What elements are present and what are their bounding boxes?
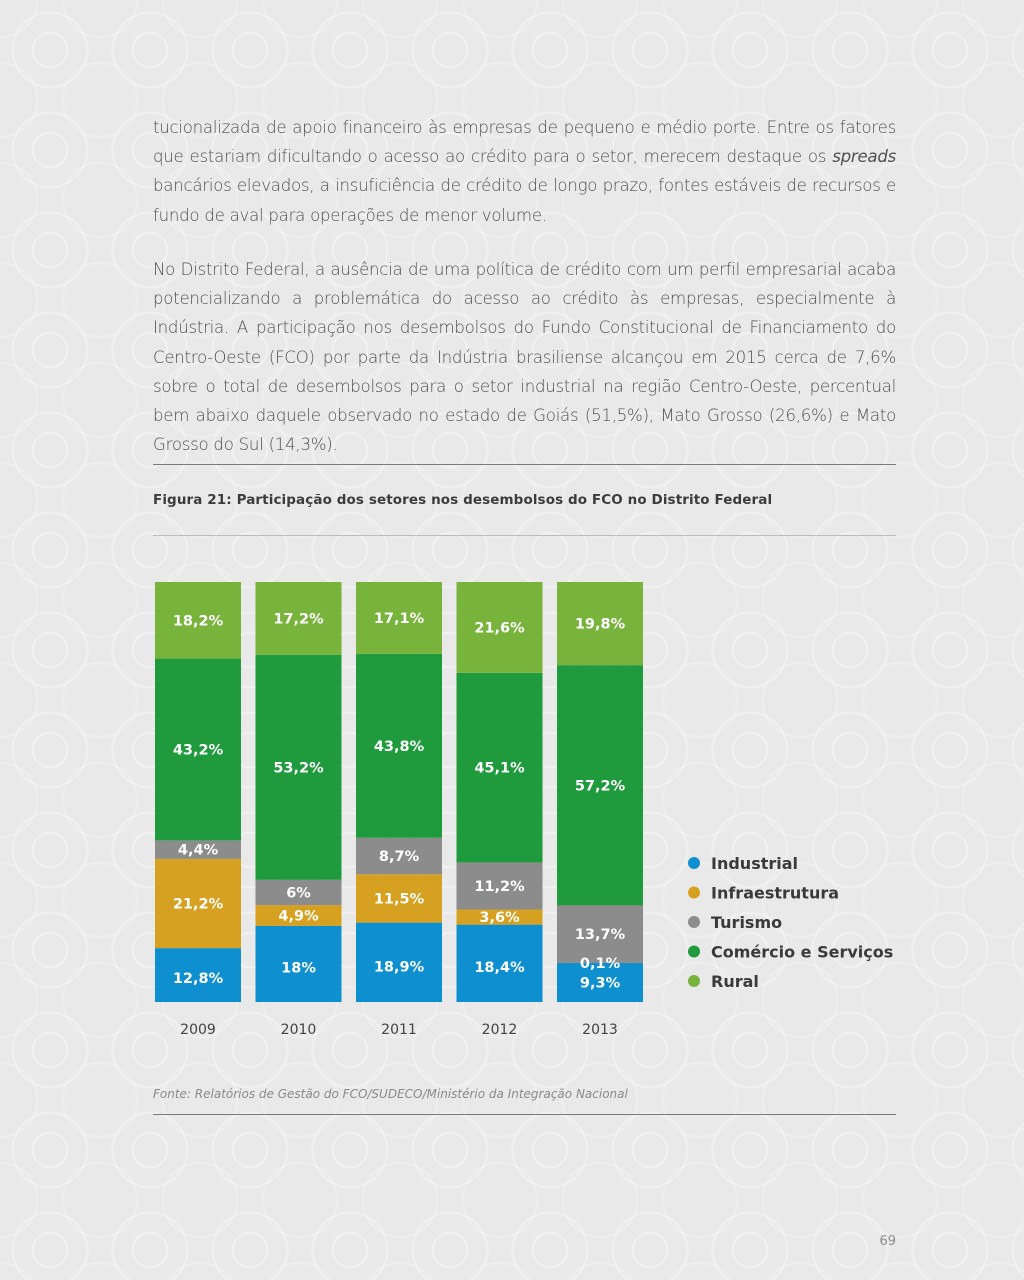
data-label-industrial-2010: 18% xyxy=(281,961,316,977)
x-tick-label-2013: 2013 xyxy=(582,1022,618,1038)
divider-bottom xyxy=(153,1114,896,1115)
bar-turismo-2013 xyxy=(557,905,643,963)
bar-infraestrutura-2012 xyxy=(456,909,543,925)
data-label-turismo-2012: 11,2% xyxy=(474,879,525,895)
paragraph-1-text-b: bancários elevados, a insuficiência de c… xyxy=(153,176,896,225)
data-label-rural-2009: 18,2% xyxy=(173,613,224,629)
data-label-rural-2012: 21,6% xyxy=(474,620,525,636)
bar-turismo-2010 xyxy=(255,879,342,906)
chart-legend: Industrial Infraestrutura Turismo Comércio … xyxy=(688,854,893,991)
bar-turismo-2009 xyxy=(155,840,241,859)
data-label-turismo-2009: 4,4% xyxy=(178,843,219,859)
x-tick-label-2011: 2011 xyxy=(381,1022,417,1038)
legend-label-comercio-e-servicos: Comércio e Serviços xyxy=(711,943,893,962)
legend-label-rural: Rural xyxy=(711,972,759,991)
chart-bars: 12,8% 21,2% 4,4% 43,2% 18,2% 2009 18% 4,9% 6% 53,… xyxy=(155,582,643,1038)
x-tick-label-2009: 2009 xyxy=(180,1022,216,1038)
data-label-comercio-e-servicos-2013: 57,2% xyxy=(575,778,626,794)
bar-rural-2010 xyxy=(255,582,342,655)
legend-marker-turismo xyxy=(688,916,700,928)
paragraph-1-italic: spreads xyxy=(832,147,896,167)
bar-industrial-2012 xyxy=(456,924,543,1002)
data-label-comercio-e-servicos-2009: 43,2% xyxy=(173,743,224,759)
bar-comercio-e-servicos-2009 xyxy=(155,658,241,841)
data-label-rural-2011: 17,1% xyxy=(374,611,425,627)
data-label-rural-2010: 17,2% xyxy=(273,611,324,627)
figure-title: Figura 21: Participação dos setores nos … xyxy=(153,492,773,508)
data-label-rural-2013: 19,8% xyxy=(575,617,626,633)
legend-label-turismo: Turismo xyxy=(711,913,782,932)
data-label-industrial-2009: 12,8% xyxy=(173,971,224,987)
bar-comercio-e-servicos-2012 xyxy=(456,672,543,863)
data-label-industrial-2012: 18,4% xyxy=(474,960,525,976)
data-label-turismo-2011: 8,7% xyxy=(379,849,420,865)
bar-industrial-2011 xyxy=(356,922,442,1002)
bar-turismo-2012 xyxy=(456,862,543,910)
bar-rural-2009 xyxy=(155,582,241,659)
data-label-industrial-2011: 18,9% xyxy=(374,959,425,975)
legend-marker-rural xyxy=(688,975,700,987)
bar-rural-2013 xyxy=(557,582,643,666)
data-label-infraestrutura-2012: 3,6% xyxy=(479,910,520,926)
bar-industrial-2009 xyxy=(155,948,241,1002)
bar-industrial-2010 xyxy=(255,925,342,1002)
data-label-infraestrutura-2010: 4,9% xyxy=(278,909,319,925)
data-label-comercio-e-servicos-2010: 53,2% xyxy=(273,760,324,776)
bar-infraestrutura-2010 xyxy=(255,905,342,926)
bar-infraestrutura-2011 xyxy=(356,874,442,923)
data-label-infraestrutura-2013: 0,1% xyxy=(580,956,621,972)
legend-marker-comercio-e-servicos xyxy=(688,945,700,958)
data-label-turismo-2010: 6% xyxy=(286,886,311,902)
divider-title xyxy=(153,535,896,536)
figure-source: Fonte: Relatórios de Gestão do FCO/SUDEC… xyxy=(153,1087,628,1101)
data-label-infraestrutura-2011: 11,5% xyxy=(374,892,425,908)
bar-infraestrutura-2009 xyxy=(155,858,241,949)
paragraph-2: No Distrito Federal, a ausência de uma p… xyxy=(153,260,896,455)
x-tick-label-2010: 2010 xyxy=(281,1022,317,1038)
bar-turismo-2011 xyxy=(356,837,442,875)
bar-industrial-2013 xyxy=(557,962,643,1002)
legend-label-industrial: Industrial xyxy=(711,854,798,873)
bar-rural-2012 xyxy=(456,582,543,673)
bar-comercio-e-servicos-2013 xyxy=(557,665,643,906)
bar-comercio-e-servicos-2010 xyxy=(255,654,342,880)
x-tick-label-2012: 2012 xyxy=(482,1022,518,1038)
data-label-infraestrutura-2009: 21,2% xyxy=(173,897,224,913)
legend-label-infraestrutura: Infraestrutura xyxy=(711,884,839,903)
data-label-comercio-e-servicos-2011: 43,8% xyxy=(374,739,425,755)
paragraph-1-text-a: tucionalizada de apoio financeiro às emp… xyxy=(153,118,896,167)
bar-comercio-e-servicos-2011 xyxy=(356,653,442,838)
page-number: 69 xyxy=(879,1234,896,1249)
paragraph-1: tucionalizada de apoio financeiro às emp… xyxy=(153,113,896,230)
bar-rural-2011 xyxy=(356,582,442,654)
legend-marker-industrial xyxy=(688,857,700,869)
data-label-turismo-2013: 13,7% xyxy=(575,927,626,943)
legend-marker-infraestrutura xyxy=(688,886,700,899)
divider-top xyxy=(153,464,896,465)
stacked-bar-chart: 12,8% 21,2% 4,4% 43,2% 18,2% 2009 18% 4,9% 6% 53,… xyxy=(155,582,893,1038)
data-label-comercio-e-servicos-2012: 45,1% xyxy=(474,761,525,777)
data-label-industrial-2013: 9,3% xyxy=(580,976,621,992)
